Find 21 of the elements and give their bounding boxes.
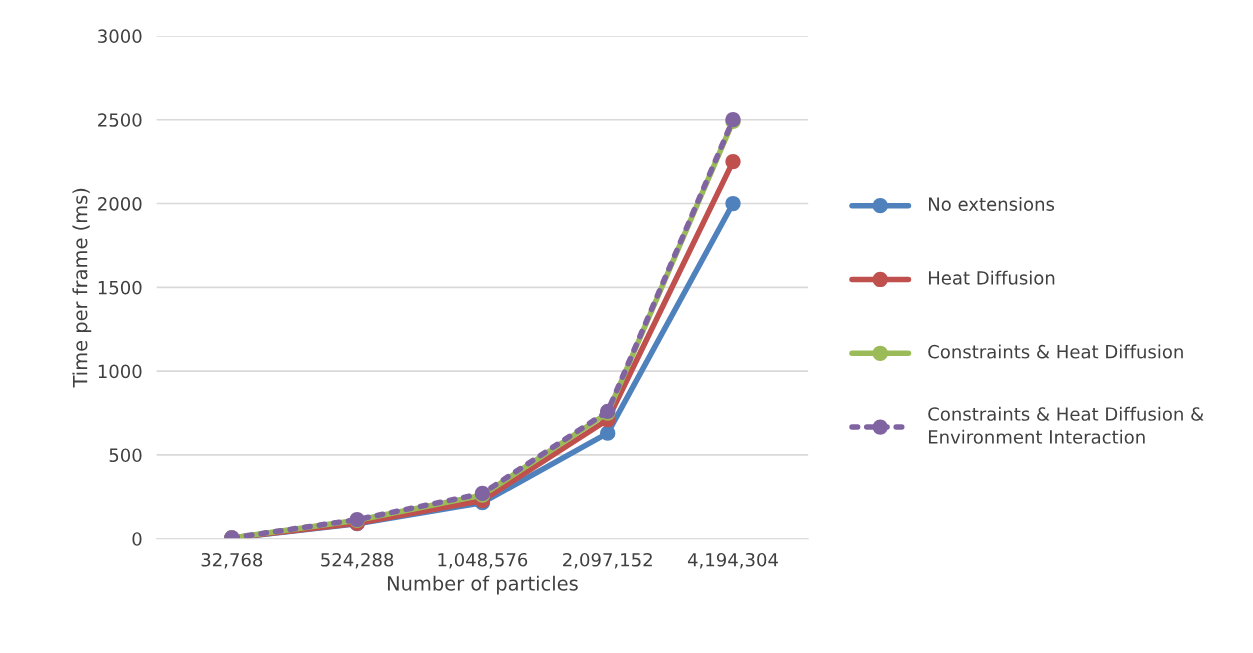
- y-tick-label: 2500: [98, 113, 142, 127]
- x-tick-label: 4,194,304: [687, 552, 778, 569]
- legend-label: Heat Diffusion: [928, 270, 1055, 285]
- y-tick-label: 1500: [98, 280, 142, 295]
- y-tick-label: 3000: [98, 29, 142, 44]
- y-axis-title: Time per frame (ms): [72, 188, 92, 388]
- point: [725, 195, 741, 212]
- x-tick-label: 524,288: [321, 552, 394, 569]
- y-tick-label: 500: [109, 448, 142, 463]
- x-axis-title: Number of particles: [387, 575, 578, 595]
- x-tick-label: 2,097,152: [563, 552, 652, 569]
- legend-label: Constraints & Heat Diffusion & Environment Interaction: [928, 406, 1204, 444]
- y-tick-label: 2000: [98, 196, 142, 211]
- x-tick-label: 32,768: [201, 552, 263, 569]
- legend-label: Constraints & Heat Diffusion: [928, 344, 1183, 359]
- point: [725, 153, 741, 170]
- legend-label: No extensions: [928, 196, 1055, 211]
- y-tick-label: 1000: [98, 364, 142, 379]
- y-tick-label: 0: [132, 532, 142, 546]
- point: [600, 425, 616, 441]
- x-tick-label: 1,048,576: [438, 552, 528, 569]
